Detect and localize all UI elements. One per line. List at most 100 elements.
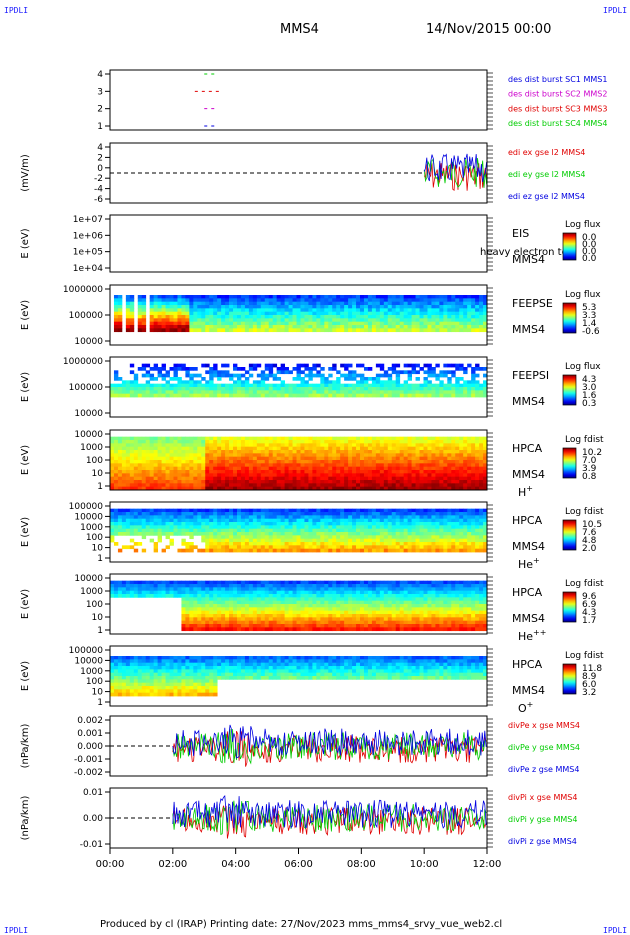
ytick-label: 1e+06 (73, 231, 104, 241)
xtick-label: 06:00 (284, 859, 313, 870)
ytick-label: 1000000 (63, 285, 103, 295)
panel-frame-eis (110, 215, 487, 272)
colorbar-tick-label: 0.8 (582, 472, 597, 482)
colorbar-title: Log fdist (565, 507, 604, 517)
xtick-label: 00:00 (96, 859, 125, 870)
y-axis-label: (mV/m) (20, 154, 31, 192)
ytick-label: 1e+05 (73, 248, 103, 258)
colorbar-title: Log fdist (565, 435, 604, 445)
legend-entry: des dist burst SC2 MMS2 (508, 90, 607, 99)
footer-text: Produced by cl (IRAP) Printing date: 27/… (100, 919, 502, 930)
legend-entry: divPe z gse MMS4 (508, 765, 579, 774)
colorbar-title: Log fdist (565, 651, 604, 661)
instrument-label: EIS (512, 227, 529, 240)
legend-entry: edi ey gse l2 MMS4 (508, 170, 586, 179)
xtick-label: 12:00 (473, 859, 502, 870)
xtick-label: 10:00 (410, 859, 439, 870)
ytick-label: 10 (92, 613, 104, 623)
legend-entry: des dist burst SC1 MMS1 (508, 75, 607, 84)
xtick-label: 02:00 (158, 859, 187, 870)
ytick-label: 10000 (74, 409, 103, 419)
spectrogram-hpca_o (110, 656, 487, 696)
legend-entry: divPi y gse MMS4 (508, 815, 577, 824)
ytick-label: 1000 (80, 587, 103, 597)
ytick-label: 10000 (74, 656, 103, 666)
y-axis-label: E (eV) (20, 517, 31, 547)
colorbar (563, 448, 576, 478)
panel-frame-burst (110, 70, 487, 130)
ytick-label: 0.002 (77, 716, 103, 726)
legend-entry: divPi z gse MMS4 (508, 837, 577, 846)
species-label: H+ (518, 484, 533, 499)
ytick-label: 4 (97, 70, 103, 80)
ytick-label: -0.01 (80, 840, 103, 850)
legend-entry: divPe y gse MMS4 (508, 743, 580, 752)
ytick-label: 1000 (80, 443, 103, 453)
spacecraft-label: MMS4 (512, 395, 545, 408)
colorbar (563, 664, 576, 694)
colorbar (563, 592, 576, 622)
instrument-label: HPCA (512, 658, 543, 671)
species-label: O+ (518, 700, 533, 715)
ytick-label: 1e+04 (73, 264, 104, 274)
ytick-label: 1000 (80, 667, 103, 677)
ytick-label: 10000 (74, 337, 103, 347)
instrument-label: HPCA (512, 514, 543, 527)
y-axis-label: E (eV) (20, 589, 31, 619)
ytick-label: 100 (86, 600, 103, 610)
ytick-label: 1000 (80, 523, 103, 533)
species-label: He+ (518, 556, 540, 571)
y-axis-label: (nPa/km) (20, 724, 31, 769)
legend-entry: divPe x gse MMS4 (508, 721, 580, 730)
ytick-label: 10 (92, 544, 104, 554)
ytick-label: 10 (92, 688, 104, 698)
ytick-label: -2 (94, 174, 103, 184)
colorbar-tick-label: 2.0 (582, 544, 597, 554)
ytick-label: 1 (97, 122, 103, 132)
ytick-label: 1e+07 (73, 215, 103, 225)
ytick-label: 1 (97, 698, 103, 708)
ytick-label: 100000 (69, 502, 104, 512)
ytick-label: 3 (97, 87, 103, 97)
y-axis-label: E (eV) (20, 372, 31, 402)
ytick-label: 10000 (74, 574, 103, 584)
xtick-label: 08:00 (347, 859, 376, 870)
ytick-label: 100 (86, 456, 103, 466)
xtick-label: 04:00 (221, 859, 250, 870)
instrument-label: FEEPSI (512, 369, 549, 382)
ytick-label: 10 (92, 469, 104, 479)
ytick-label: 0 (97, 164, 103, 174)
y-axis-label: E (eV) (20, 445, 31, 475)
legend-entry: des dist burst SC3 MMS3 (508, 104, 607, 113)
spacecraft-label: MMS4 (512, 684, 545, 697)
colorbar-title: Log flux (565, 220, 601, 230)
ytick-label: -4 (94, 185, 103, 195)
colorbar (563, 303, 576, 333)
spacecraft-label: MMS4 (512, 612, 545, 625)
colorbar (563, 233, 576, 260)
spacecraft-label: MMS4 (512, 323, 545, 336)
instrument-label: HPCA (512, 442, 543, 455)
legend-entry: edi ex gse l2 MMS4 (508, 148, 585, 157)
ytick-label: 0.00 (83, 814, 103, 824)
y-axis-label: E (eV) (20, 661, 31, 691)
ytick-label: 100 (86, 677, 103, 687)
colorbar (563, 520, 576, 550)
colorbar-tick-label: 3.2 (582, 688, 596, 698)
ytick-label: 100000 (69, 383, 104, 393)
instrument-label: HPCA (512, 586, 543, 599)
ytick-label: -0.002 (74, 768, 103, 778)
spectrogram-feepse (114, 295, 487, 332)
colorbar-title: Log flux (565, 290, 601, 300)
ytick-label: 1 (97, 554, 103, 564)
ytick-label: 2 (97, 105, 103, 115)
legend-entry: des dist burst SC4 MMS4 (508, 119, 607, 128)
y-axis-label: (nPa/km) (20, 796, 31, 841)
spectrogram-hpca_he (110, 509, 487, 553)
colorbar-tick-label: 1.7 (582, 616, 596, 626)
y-axis-label: E (eV) (20, 228, 31, 258)
ytick-label: 4 (97, 143, 103, 153)
colorbar-title: Log flux (565, 362, 601, 372)
ytick-label: 2 (97, 153, 103, 163)
